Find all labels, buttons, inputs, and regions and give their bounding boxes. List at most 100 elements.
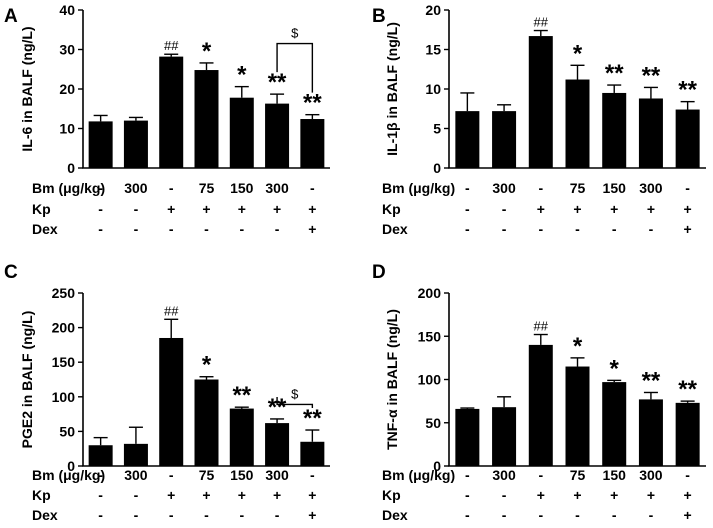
significance-label: * xyxy=(573,40,583,67)
y-tick-label: 30 xyxy=(59,42,75,58)
treatment-cell: 300 xyxy=(639,467,663,483)
treatment-cell: - xyxy=(502,221,507,237)
y-axis-title: IL-6 in BALF (ng/L) xyxy=(19,26,35,151)
significance-bracket xyxy=(276,396,314,409)
treatment-cell: - xyxy=(275,221,280,237)
treatment-cell: - xyxy=(204,507,209,523)
treatment-cell: - xyxy=(685,180,690,196)
bar xyxy=(88,121,113,168)
treatment-cell: + xyxy=(537,487,545,503)
y-tick-label: 10 xyxy=(59,121,75,137)
treatment-cell: - xyxy=(649,221,654,237)
bar xyxy=(565,79,590,168)
significance-label: ** xyxy=(678,77,697,104)
treatment-cell: - xyxy=(98,201,103,217)
bar xyxy=(675,109,700,168)
treatment-cell: + xyxy=(573,201,581,217)
significance-label: ** xyxy=(232,382,251,409)
bar xyxy=(565,366,590,466)
bar xyxy=(528,344,553,466)
treatment-cell: - xyxy=(612,507,617,523)
y-tick-label: 50 xyxy=(59,423,75,439)
treatment-cell: + xyxy=(202,487,210,503)
bar xyxy=(194,70,219,168)
significance-label: ## xyxy=(164,38,179,53)
treatment-cell: 300 xyxy=(492,180,516,196)
treatment-cell: - xyxy=(169,180,174,196)
bar xyxy=(492,407,517,466)
y-tick-label: 50 xyxy=(425,415,441,431)
significance-label: ** xyxy=(268,69,287,96)
treatment-cell: 300 xyxy=(124,467,148,483)
bar xyxy=(123,443,148,466)
significance-label: ** xyxy=(605,60,624,87)
treatment-cell: 300 xyxy=(265,467,289,483)
treatment-cell: + xyxy=(647,201,655,217)
y-axis-title: TNF-α in BALF (ng/L) xyxy=(384,309,400,450)
y-tick-label: 100 xyxy=(418,372,442,388)
treatment-cell: - xyxy=(169,221,174,237)
treatment-row-label: Kp xyxy=(382,487,401,503)
treatment-cell: - xyxy=(465,487,470,503)
treatment-cell: - xyxy=(649,507,654,523)
bar xyxy=(455,408,480,466)
treatment-cell: 150 xyxy=(230,180,254,196)
treatment-row-label: Kp xyxy=(382,201,401,217)
treatment-row-label: Dex xyxy=(382,221,408,237)
significance-label: ## xyxy=(534,319,549,334)
treatment-cell: - xyxy=(98,507,103,523)
bar xyxy=(229,408,254,466)
treatment-cell: - xyxy=(465,201,470,217)
treatment-cell: - xyxy=(465,507,470,523)
treatment-cell: + xyxy=(684,507,692,523)
significance-label: ** xyxy=(642,367,661,394)
treatment-cell: - xyxy=(538,467,543,483)
treatment-cell: - xyxy=(98,487,103,503)
y-tick-label: 10 xyxy=(425,81,441,97)
treatment-cell: - xyxy=(134,221,139,237)
y-tick-label: 200 xyxy=(52,320,76,336)
treatment-cell: - xyxy=(538,180,543,196)
significance-label: ** xyxy=(268,394,287,421)
treatment-cell: 75 xyxy=(570,180,586,196)
bar xyxy=(455,111,480,168)
y-axis-title: PGE2 in BALF (ng/L) xyxy=(19,311,35,449)
treatment-row-label: Dex xyxy=(382,507,408,523)
treatment-cell: - xyxy=(169,467,174,483)
treatment-cell: - xyxy=(98,221,103,237)
treatment-cell: - xyxy=(538,507,543,523)
bar xyxy=(88,445,113,466)
bar xyxy=(265,423,290,466)
treatment-cell: + xyxy=(573,487,581,503)
y-tick-label: 150 xyxy=(52,354,76,370)
panel-letter: C xyxy=(4,262,18,283)
treatment-cell: - xyxy=(310,467,315,483)
treatment-cell: - xyxy=(134,507,139,523)
bar xyxy=(492,111,517,168)
treatment-cell: 150 xyxy=(603,467,627,483)
significance-label: ** xyxy=(678,376,697,403)
treatment-cell: - xyxy=(134,487,139,503)
treatment-row-label: Kp xyxy=(32,487,51,503)
treatment-cell: - xyxy=(575,221,580,237)
bar xyxy=(159,56,184,168)
significance-label: ## xyxy=(164,303,179,318)
bar xyxy=(300,441,325,466)
y-tick-label: 20 xyxy=(59,81,75,97)
y-tick-label: 100 xyxy=(52,389,76,405)
treatment-cell: - xyxy=(169,507,174,523)
treatment-row-label: Dex xyxy=(32,507,58,523)
treatment-cell: - xyxy=(502,507,507,523)
treatment-cell: 150 xyxy=(230,467,254,483)
panel-letter: A xyxy=(4,6,18,27)
treatment-cell: + xyxy=(238,201,246,217)
treatment-cell: + xyxy=(684,487,692,503)
treatment-cell: 300 xyxy=(492,467,516,483)
treatment-cell: - xyxy=(310,180,315,196)
significance-label: ## xyxy=(534,15,549,30)
treatment-row-label: Bm (μg/kg) xyxy=(32,467,105,483)
significance-label: ** xyxy=(642,62,661,89)
